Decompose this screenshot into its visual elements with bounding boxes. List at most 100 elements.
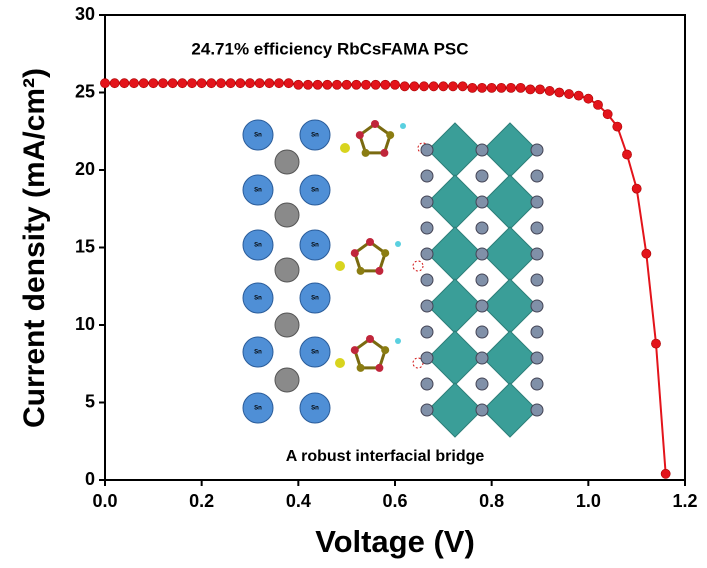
data-point [312,79,323,90]
data-point [438,81,449,92]
molecule-atom [381,249,390,258]
cation [475,377,489,391]
sn-label: Sn [311,350,319,356]
cation [420,299,434,313]
sn-atom [242,174,274,206]
data-point [235,78,246,89]
sn-label: Sn [254,296,262,302]
x-tick-label: 0.8 [479,491,504,511]
o-atom [274,367,300,393]
sn-atom [299,119,331,151]
molecule-atom [340,143,350,153]
data-point [187,78,197,89]
data-point [515,82,526,93]
data-point [564,89,574,99]
octahedron [427,174,483,230]
o-atom [274,202,300,228]
y-tick-label: 25 [75,81,95,101]
molecule-atom [335,358,345,368]
sn-label: Sn [254,243,262,249]
octahedron [482,226,538,282]
data-point [293,79,304,90]
data-point [245,78,255,89]
cation [475,169,489,183]
sn-label: Sn [254,350,262,356]
cation [475,247,489,261]
data-point [448,81,458,92]
molecule-atom [361,148,370,157]
cation [420,351,434,365]
octahedron [427,382,483,438]
cation [530,221,544,235]
data-point [593,100,603,110]
molecule-atom [386,131,395,140]
octahedron [482,382,538,438]
molecule-atom [335,261,345,271]
data-point [100,78,110,89]
octahedron [427,226,483,282]
y-axis-label: Current density (mA/cm²) [18,68,51,428]
sn-label: Sn [311,243,319,249]
data-point [148,78,159,89]
cation [475,351,489,365]
data-point [428,81,439,92]
o-atom [274,257,300,283]
data-point [109,78,120,89]
data-point [457,81,468,92]
data-point [419,81,429,92]
data-point [660,468,671,479]
cation [475,403,489,417]
molecule-atom [350,249,359,258]
molecule-atom [381,346,390,355]
data-point [573,90,584,101]
data-point [322,79,333,90]
sn-label: Sn [311,188,319,194]
sn-label: Sn [311,296,319,302]
octahedron [482,122,538,178]
molecule-atom [371,120,379,128]
octahedron [482,278,538,334]
molecule-atom [366,335,374,343]
data-point [477,82,487,93]
data-point [370,79,381,90]
data-point [583,93,594,104]
octahedron [482,174,538,230]
data-point [535,84,545,95]
data-point [351,79,362,90]
y-tick-label: 10 [75,314,95,334]
data-point [167,78,178,89]
data-point [622,149,632,160]
molecule-ring [353,240,387,273]
data-point [177,78,188,89]
x-tick-label: 0.4 [286,491,311,511]
y-tick-label: 20 [75,159,95,179]
cation [420,169,434,183]
data-point [216,78,226,89]
cation [530,195,544,209]
sn-label: Sn [254,406,262,412]
cation [530,351,544,365]
molecule-atom [355,131,364,140]
molecule-atom [350,346,359,355]
cation [530,299,544,313]
cation [420,403,434,417]
molecule-atom [380,148,389,157]
data-point [274,78,284,89]
sn-atom [299,282,331,314]
cation [475,195,489,209]
sn-atom [242,282,274,314]
molecule-atom [375,363,384,372]
data-point [641,248,652,259]
data-point [361,79,371,90]
data-point [303,79,313,90]
cation [420,247,434,261]
cation [420,221,434,235]
x-tick-label: 0.0 [92,491,117,511]
x-tick-label: 1.2 [672,491,697,511]
cation [475,325,489,339]
y-tick-label: 5 [85,391,95,411]
octahedron [427,122,483,178]
cation [530,377,544,391]
data-point [390,79,400,90]
data-point [341,79,352,90]
